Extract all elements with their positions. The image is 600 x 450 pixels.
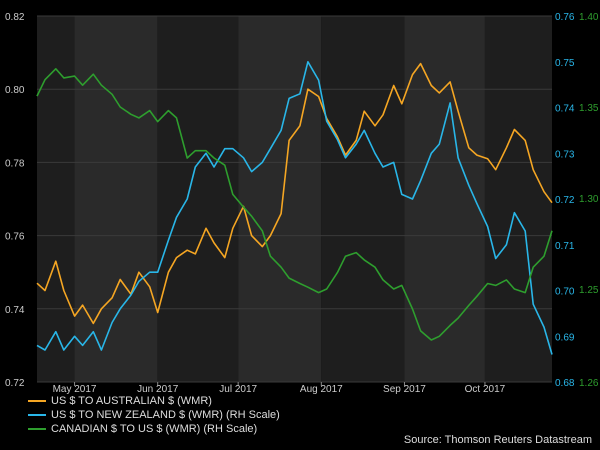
y-tick-label-right-nzd: 0.75 bbox=[555, 58, 575, 69]
y-tick-label-left: 0.78 bbox=[5, 158, 25, 169]
y-tick-label-left: 0.80 bbox=[5, 85, 25, 96]
y-tick-label-right-nzd: 0.74 bbox=[555, 104, 575, 115]
legend-label: CANADIAN $ TO US $ (WMR) (RH Scale) bbox=[51, 423, 258, 435]
y-tick-label-right-nzd: 0.69 bbox=[555, 332, 575, 343]
y-tick-label-right-nzd: 0.72 bbox=[555, 195, 575, 206]
x-tick-label: Jun 2017 bbox=[137, 384, 179, 395]
month-band bbox=[404, 16, 485, 382]
series-line bbox=[36, 60, 553, 355]
legend: US $ TO AUSTRALIAN $ (WMR) US $ TO NEW ZE… bbox=[28, 394, 280, 436]
y-tick-label-right-cad: 1.30 bbox=[579, 194, 599, 205]
month-band bbox=[74, 16, 158, 382]
month-band bbox=[37, 16, 75, 382]
y-tick-label-right-nzd: 0.73 bbox=[555, 149, 575, 160]
x-tick-label: Aug 2017 bbox=[300, 384, 343, 395]
legend-item: US $ TO NEW ZEALAND $ (WMR) (RH Scale) bbox=[28, 408, 280, 422]
y-tick-label-right-cad: 1.25 bbox=[579, 285, 599, 296]
legend-label: US $ TO NEW ZEALAND $ (WMR) (RH Scale) bbox=[51, 409, 280, 421]
legend-item: CANADIAN $ TO US $ (WMR) (RH Scale) bbox=[28, 422, 280, 436]
series-line bbox=[36, 62, 553, 325]
month-band bbox=[484, 16, 552, 382]
y-tick-label-right-nzd: 0.68 bbox=[555, 378, 575, 389]
x-tick-label: Sep 2017 bbox=[383, 384, 426, 395]
month-band bbox=[157, 16, 239, 382]
y-tick-label-left: 0.72 bbox=[5, 378, 25, 389]
y-tick-label-right-cad: 1.35 bbox=[579, 103, 599, 114]
y-tick-label-right-nzd: 0.71 bbox=[555, 241, 575, 252]
y-tick-label-left: 0.82 bbox=[5, 12, 25, 23]
x-tick-label: Jul 2017 bbox=[219, 384, 257, 395]
legend-swatch bbox=[28, 428, 46, 430]
x-tick-label: Oct 2017 bbox=[465, 384, 506, 395]
y-tick-label-right-cad: 1.40 bbox=[579, 12, 599, 23]
series-line bbox=[36, 68, 553, 341]
y-tick-label-left: 0.74 bbox=[5, 305, 25, 316]
x-tick-label: May 2017 bbox=[53, 384, 97, 395]
source-note: Source: Thomson Reuters Datastream bbox=[403, 434, 592, 446]
legend-item: US $ TO AUSTRALIAN $ (WMR) bbox=[28, 394, 280, 408]
month-band bbox=[321, 16, 405, 382]
legend-swatch bbox=[28, 414, 46, 416]
legend-label: US $ TO AUSTRALIAN $ (WMR) bbox=[51, 395, 212, 407]
y-tick-label-right-cad: 1.26 bbox=[579, 378, 599, 389]
legend-swatch bbox=[28, 400, 46, 402]
month-band bbox=[238, 16, 322, 382]
y-tick-label-right-nzd: 0.70 bbox=[555, 287, 575, 298]
y-tick-label-right-nzd: 0.76 bbox=[555, 12, 575, 23]
y-tick-label-left: 0.76 bbox=[5, 232, 25, 243]
